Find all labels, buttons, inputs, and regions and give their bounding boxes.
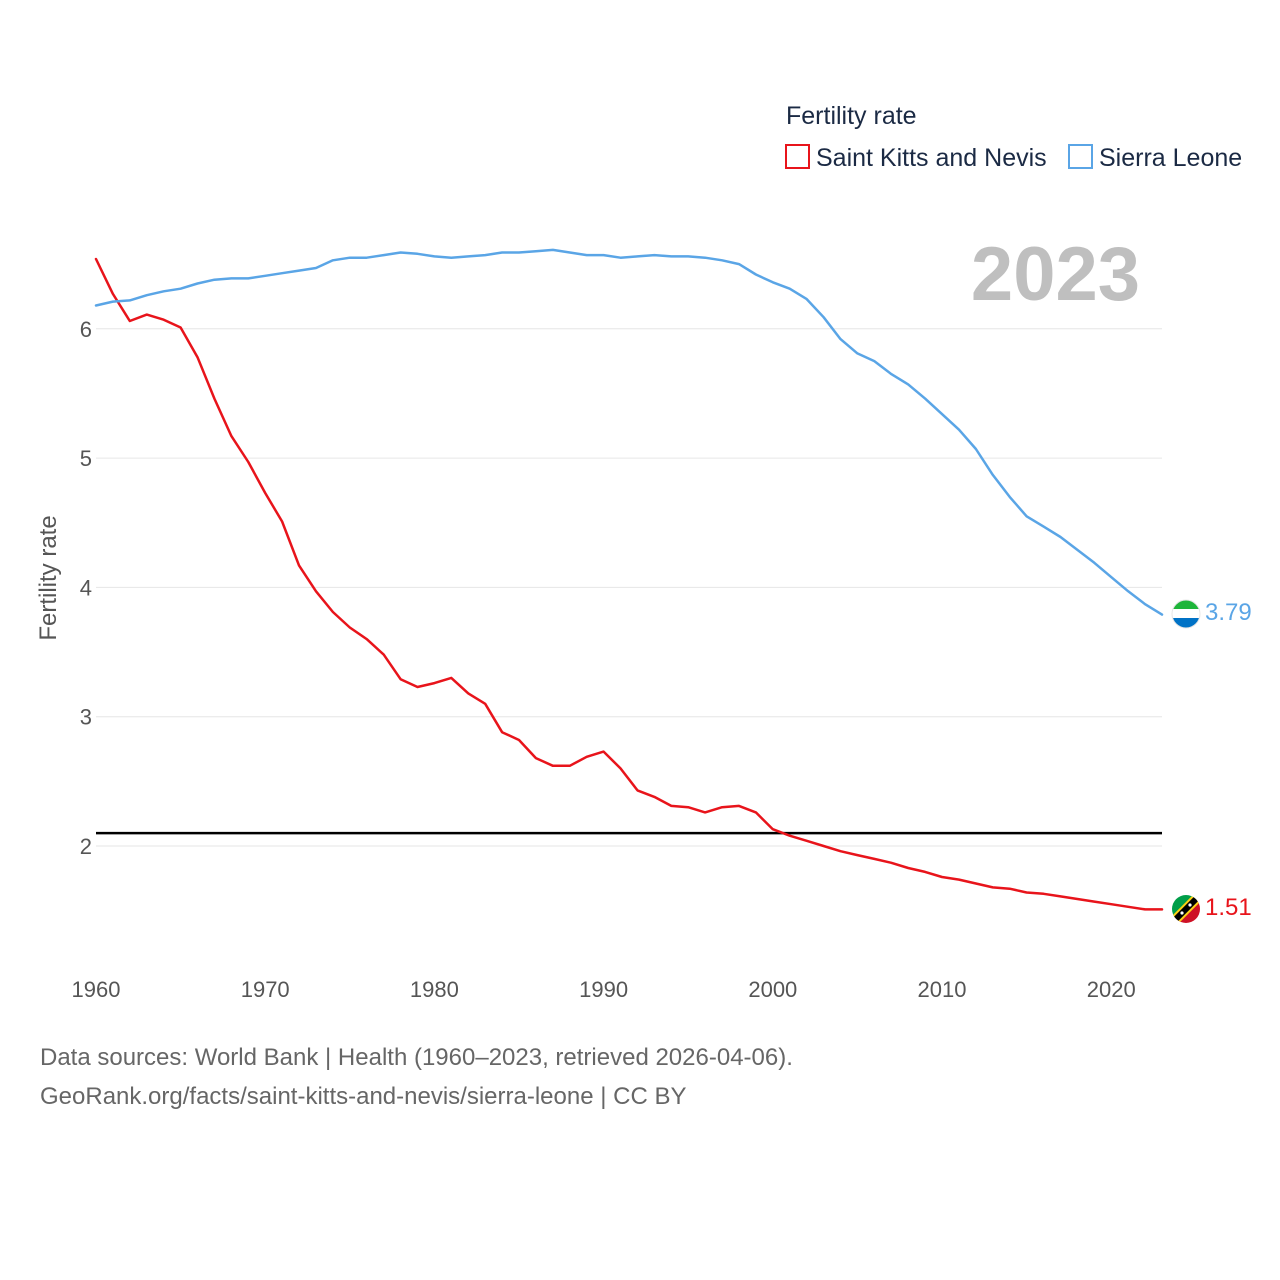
y-tick-label-4: 4 bbox=[80, 575, 92, 600]
axis-ticks: 2 3 4 5 6 1960 1970 1980 1990 2000 2010 2020 bbox=[72, 317, 1136, 1002]
x-tick-label-1990: 1990 bbox=[579, 977, 628, 1002]
x-tick-label-2020: 2020 bbox=[1087, 977, 1136, 1002]
legend-swatch-saint-kitts-and-nevis[interactable] bbox=[785, 144, 810, 169]
legend-swatch-sierra-leone[interactable] bbox=[1068, 144, 1093, 169]
y-tick-label-2: 2 bbox=[80, 834, 92, 859]
legend-label-sierra-leone[interactable]: Sierra Leone bbox=[1099, 144, 1242, 172]
legend-title: Fertility rate bbox=[786, 102, 917, 130]
footer-attribution: GeoRank.org/facts/saint-kitts-and-nevis/… bbox=[40, 1083, 687, 1110]
year-label: 2023 bbox=[971, 232, 1140, 317]
x-tick-label-2010: 2010 bbox=[918, 977, 967, 1002]
fertility-rate-chart: 2 3 4 5 6 1960 1970 1980 1990 2000 2010 2020 Fertil… bbox=[35, 102, 1252, 1002]
x-tick-label-2000: 2000 bbox=[748, 977, 797, 1002]
sierra-leone-flag-icon bbox=[1172, 600, 1200, 628]
x-tick-label-1970: 1970 bbox=[241, 977, 290, 1002]
gridlines bbox=[96, 328, 1162, 847]
x-tick-label-1960: 1960 bbox=[72, 977, 121, 1002]
series-line-saint-kitts-and-nevis[interactable] bbox=[94, 257, 1164, 911]
y-tick-label-5: 5 bbox=[80, 446, 92, 471]
saint-kitts-and-nevis-flag-icon bbox=[1172, 895, 1200, 923]
end-label-sierra-leone: 3.79 bbox=[1205, 599, 1252, 626]
series-lines bbox=[94, 248, 1164, 911]
x-tick-label-1980: 1980 bbox=[410, 977, 459, 1002]
y-axis-title: Fertility rate bbox=[35, 515, 62, 640]
footer-data-sources: Data sources: World Bank | Health (1960–… bbox=[40, 1044, 793, 1071]
end-label-saint-kitts-and-nevis: 1.51 bbox=[1205, 894, 1252, 921]
legend-label-saint-kitts-and-nevis[interactable]: Saint Kitts and Nevis bbox=[816, 144, 1047, 172]
legend: Fertility rate Saint Kitts and Nevis Sie… bbox=[785, 102, 1242, 172]
y-tick-label-6: 6 bbox=[80, 317, 92, 342]
series-line-sierra-leone[interactable] bbox=[94, 248, 1164, 616]
y-tick-label-3: 3 bbox=[80, 705, 92, 730]
